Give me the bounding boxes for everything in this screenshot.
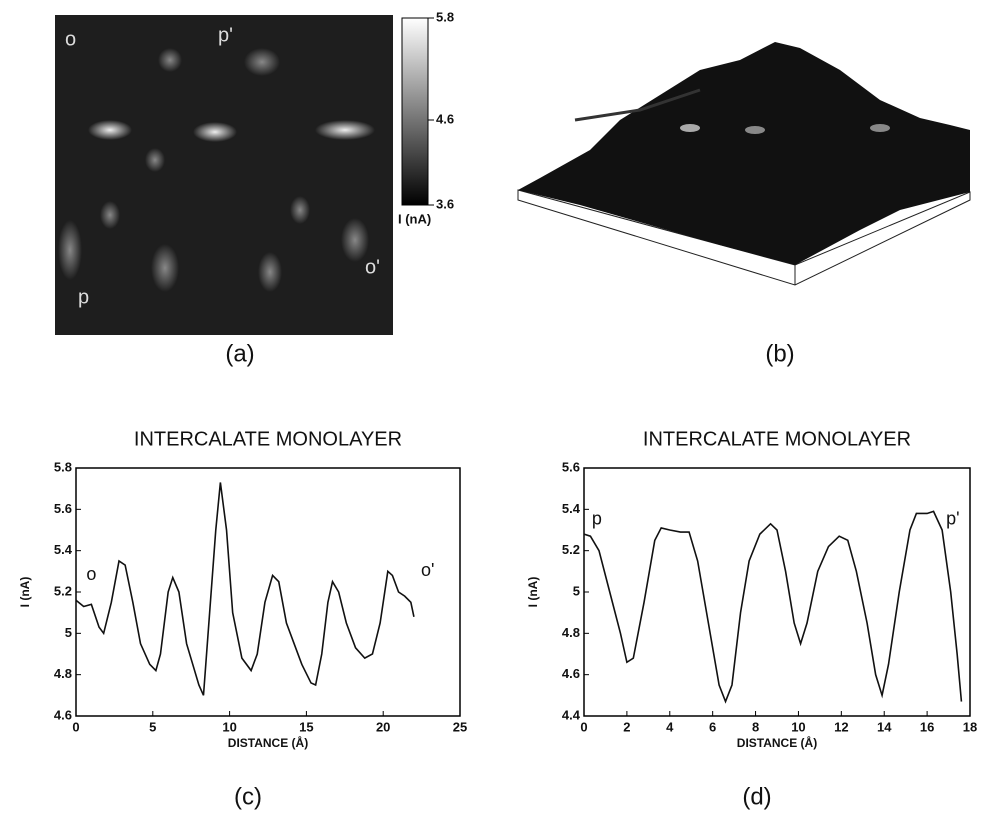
x-tick-label: 8	[752, 719, 759, 734]
colorbar-tick-label: 5.8	[436, 9, 454, 24]
y-tick-label: 5	[573, 583, 580, 598]
marker: p'	[218, 24, 233, 46]
y-tick-label: 5.6	[54, 501, 72, 516]
x-tick-label: 25	[453, 719, 467, 734]
y-tick-label: 5.2	[54, 583, 72, 598]
stm-image	[55, 15, 393, 335]
x-tick-label: 18	[963, 719, 977, 734]
y-tick-label: 4.4	[562, 707, 581, 722]
plot-frame	[583, 467, 971, 717]
y-tick-label: 4.8	[562, 625, 580, 640]
x-tick-label: 5	[149, 719, 156, 734]
x-axis-label: DISTANCE (Å)	[737, 735, 817, 750]
colorbar	[401, 17, 429, 206]
x-tick-label: 10	[222, 719, 236, 734]
y-tick-label: 5	[65, 625, 72, 640]
x-tick-label: 12	[834, 719, 848, 734]
x-tick-label: 6	[709, 719, 716, 734]
x-tick-label: 0	[72, 719, 79, 734]
y-tick-label: 4.8	[54, 666, 72, 681]
panel-label: (b)	[765, 340, 794, 367]
y-tick-label: 5.6	[562, 459, 580, 474]
marker: o	[65, 28, 76, 50]
y-axis-label: I (nA)	[18, 577, 32, 608]
x-tick-label: 10	[791, 719, 805, 734]
marker: o'	[365, 256, 380, 278]
y-tick-label: 5.8	[54, 459, 72, 474]
x-tick-label: 16	[920, 719, 934, 734]
y-axis-label: I (nA)	[526, 577, 540, 608]
x-tick-label: 2	[623, 719, 630, 734]
y-tick-label: 5.4	[562, 501, 581, 516]
annotation: p	[592, 508, 602, 528]
x-tick-label: 0	[580, 719, 587, 734]
colorbar-tick-label: 3.6	[436, 196, 454, 211]
annotation: p'	[946, 508, 959, 528]
chart-title: INTERCALATE MONOLAYER	[134, 428, 402, 450]
annotation: o'	[421, 560, 434, 580]
x-tick-label: 14	[877, 719, 892, 734]
x-tick-label: 4	[666, 719, 674, 734]
panel-label: (d)	[742, 783, 771, 810]
panel-label: (a)	[225, 340, 254, 367]
line	[75, 482, 415, 696]
annotation: o	[86, 564, 96, 584]
y-tick-label: 5.2	[562, 542, 580, 557]
y-tick-label: 4.6	[54, 707, 72, 722]
panel-label: (c)	[234, 783, 262, 810]
x-tick-label: 20	[376, 719, 390, 734]
colorbar-label: I (nA)	[398, 211, 431, 226]
chart-title: INTERCALATE MONOLAYER	[643, 428, 911, 450]
y-tick-label: 5.4	[54, 542, 73, 557]
colorbar-tick-label: 4.6	[436, 111, 454, 126]
y-tick-label: 4.6	[562, 666, 580, 681]
surface-3d	[517, 42, 971, 286]
line	[583, 510, 963, 704]
x-tick-label: 15	[299, 719, 313, 734]
x-axis-label: DISTANCE (Å)	[228, 735, 308, 750]
marker: p	[78, 286, 89, 308]
